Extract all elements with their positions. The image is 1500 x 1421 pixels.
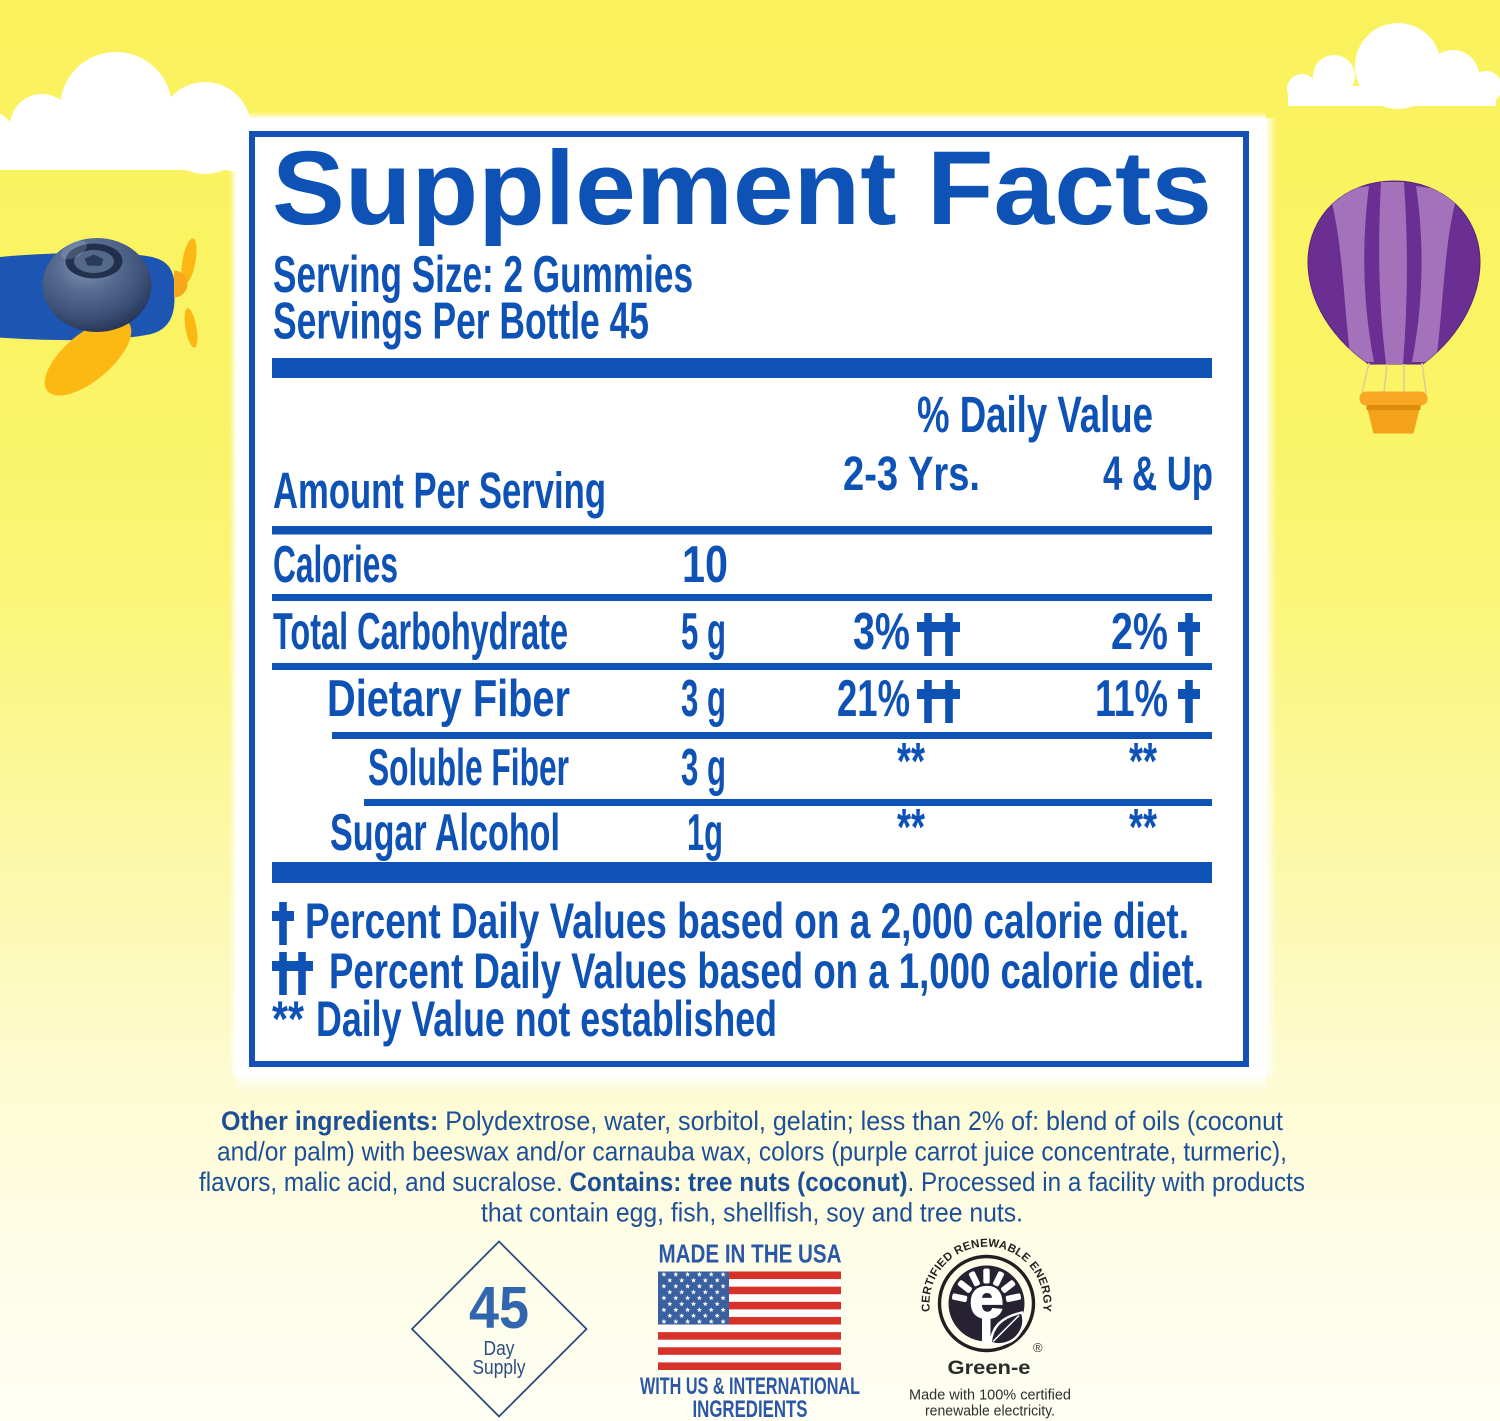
svg-text:INGREDIENTS: INGREDIENTS bbox=[693, 1396, 808, 1421]
svg-text:Sugar Alcohol: Sugar Alcohol bbox=[330, 803, 560, 861]
svg-text:Made with 100% certified: Made with 100% certified bbox=[909, 1387, 1071, 1404]
svg-text:Soluble Fiber: Soluble Fiber bbox=[368, 738, 569, 796]
svg-text:**: ** bbox=[1129, 798, 1157, 856]
svg-text:®: ® bbox=[1033, 1340, 1043, 1355]
svg-text:renewable electricity.: renewable electricity. bbox=[925, 1403, 1055, 1420]
svg-text:5 g: 5 g bbox=[681, 602, 726, 660]
svg-text:10: 10 bbox=[682, 535, 728, 593]
svg-text:2%: 2% bbox=[1111, 602, 1168, 660]
svg-text:3 g: 3 g bbox=[681, 738, 726, 796]
svg-text:flavors, malic acid, and sucra: flavors, malic acid, and sucralose. Cont… bbox=[199, 1167, 1305, 1197]
svg-text:Green-e: Green-e bbox=[948, 1358, 1031, 1379]
svg-text:**: ** bbox=[272, 991, 304, 1047]
svg-text:Servings Per Bottle 45: Servings Per Bottle 45 bbox=[273, 292, 649, 350]
svg-text:% Daily Value: % Daily Value bbox=[917, 386, 1153, 443]
svg-text:21%: 21% bbox=[837, 669, 910, 727]
svg-text:3 g: 3 g bbox=[681, 669, 726, 727]
svg-text:2-3 Yrs.: 2-3 Yrs. bbox=[843, 448, 980, 501]
svg-text:Percent Daily Values based on: Percent Daily Values based on a 2,000 ca… bbox=[305, 893, 1189, 949]
svg-text:Daily Value not established: Daily Value not established bbox=[316, 991, 777, 1047]
svg-text:**: ** bbox=[897, 732, 925, 790]
svg-text:Serving Size: 2 Gummies: Serving Size: 2 Gummies bbox=[273, 245, 693, 303]
svg-text:Dietary Fiber: Dietary Fiber bbox=[327, 669, 570, 727]
svg-text:Supplement Facts: Supplement Facts bbox=[272, 130, 1212, 247]
svg-text:that contain egg, fish, shellf: that contain egg, fish, shellfish, soy a… bbox=[481, 1198, 1023, 1228]
svg-text:11%: 11% bbox=[1095, 669, 1168, 727]
svg-text:Day: Day bbox=[484, 1338, 515, 1360]
svg-text:3%: 3% bbox=[853, 602, 910, 660]
svg-text:**: ** bbox=[897, 798, 925, 856]
svg-text:Amount Per Serving: Amount Per Serving bbox=[273, 462, 606, 519]
svg-text:Percent Daily Values based on: Percent Daily Values based on a 1,000 ca… bbox=[329, 943, 1204, 999]
svg-text:**: ** bbox=[1129, 732, 1157, 790]
svg-text:MADE IN THE USA: MADE IN THE USA bbox=[659, 1239, 842, 1269]
svg-text:and/or palm) with beeswax and/: and/or palm) with beeswax and/or carnaub… bbox=[217, 1137, 1287, 1167]
svg-text:Total Carbohydrate: Total Carbohydrate bbox=[273, 602, 568, 660]
svg-text:Calories: Calories bbox=[273, 535, 398, 593]
svg-text:WITH US & INTERNATIONAL: WITH US & INTERNATIONAL bbox=[640, 1373, 860, 1400]
svg-text:4 & Up: 4 & Up bbox=[1103, 448, 1213, 501]
svg-text:45: 45 bbox=[469, 1275, 529, 1341]
svg-text:Supply: Supply bbox=[473, 1357, 526, 1379]
svg-text:1g: 1g bbox=[687, 803, 723, 861]
svg-text:Other ingredients: Polydextros: Other ingredients: Polydextrose, water, … bbox=[221, 1106, 1284, 1136]
